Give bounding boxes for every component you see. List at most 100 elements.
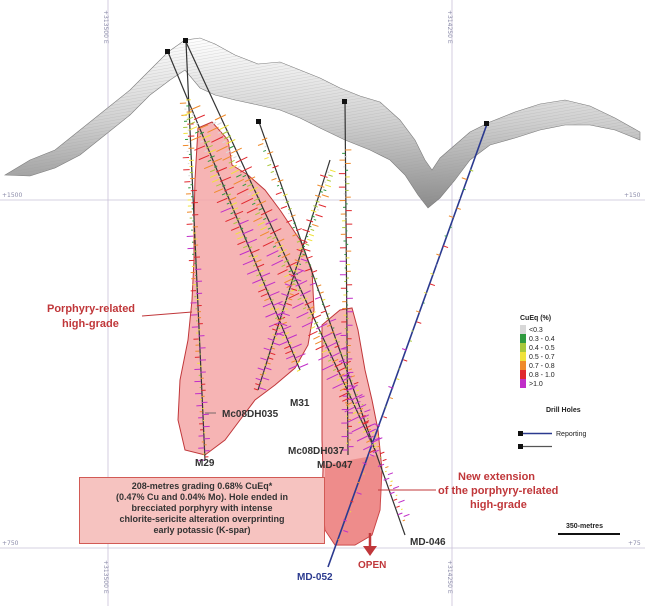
assay-tick bbox=[334, 362, 343, 368]
assay-tick bbox=[302, 253, 305, 256]
legend: CuEq (%) <0.3 0.3 - 0.4 0.4 - 0.5 0.5 - 0.7… bbox=[518, 315, 586, 449]
legend-color-bar bbox=[520, 325, 526, 388]
assay-tick bbox=[436, 253, 441, 256]
assay-tick bbox=[262, 240, 274, 247]
assay-tick bbox=[267, 227, 272, 230]
assay-tick bbox=[236, 174, 242, 178]
assay-tick bbox=[351, 425, 364, 433]
assay-tick bbox=[351, 375, 355, 378]
assay-tick bbox=[261, 377, 270, 381]
assay-tick bbox=[252, 264, 256, 267]
collar-md047 bbox=[342, 99, 347, 104]
assay-tick bbox=[302, 307, 307, 310]
assay-tick bbox=[219, 124, 229, 130]
assay-tick bbox=[449, 226, 452, 228]
assay-tick bbox=[292, 351, 296, 354]
assay-tick bbox=[372, 449, 379, 453]
assay-tick bbox=[281, 253, 291, 259]
assay-tick bbox=[463, 188, 466, 191]
assay-tick bbox=[263, 372, 267, 374]
assay-tick bbox=[293, 279, 297, 282]
assay-tick bbox=[209, 169, 216, 173]
assay-tick bbox=[371, 437, 383, 444]
assay-tick bbox=[371, 444, 374, 446]
assay-ticks bbox=[179, 99, 474, 541]
assay-tick bbox=[264, 156, 269, 160]
hole-label-m31: M31 bbox=[290, 398, 310, 409]
assay-tick bbox=[207, 149, 217, 154]
assay-tick bbox=[287, 298, 293, 301]
assay-tick bbox=[306, 235, 309, 238]
assay-tick bbox=[363, 444, 373, 451]
assay-tick bbox=[349, 387, 356, 391]
assay-tick bbox=[242, 174, 247, 178]
assay-tick bbox=[332, 383, 343, 389]
legend-swatch bbox=[520, 379, 526, 388]
assay-tick bbox=[307, 316, 311, 319]
assay-tick bbox=[251, 191, 260, 197]
assay-tick bbox=[358, 395, 365, 399]
assay-tick bbox=[230, 226, 240, 231]
assay-tick bbox=[320, 310, 327, 314]
assay-tick bbox=[252, 255, 259, 259]
assay-tick bbox=[369, 423, 376, 427]
assay-tick bbox=[270, 344, 273, 346]
assay-tick bbox=[292, 283, 296, 286]
upper-zone-leader bbox=[141, 311, 193, 317]
assay-tick bbox=[313, 205, 319, 208]
assay-tick bbox=[321, 364, 334, 371]
assay-tick bbox=[288, 207, 292, 211]
assay-tick bbox=[290, 214, 296, 218]
legend-previous-marker bbox=[518, 444, 523, 449]
assay-tick bbox=[302, 245, 306, 248]
assay-tick bbox=[359, 407, 364, 411]
assay-tick bbox=[207, 126, 219, 133]
assay-tick bbox=[317, 184, 325, 188]
assay-tick bbox=[217, 122, 222, 126]
assay-tick bbox=[258, 207, 263, 211]
assay-tick bbox=[267, 151, 274, 155]
assay-tick bbox=[302, 228, 310, 233]
assay-tick bbox=[195, 122, 199, 125]
assay-tick bbox=[309, 311, 316, 316]
assay-tick bbox=[259, 373, 264, 376]
assay-tick bbox=[268, 357, 274, 360]
assay-tick bbox=[182, 111, 192, 117]
assay-tick bbox=[322, 341, 327, 344]
assay-tick bbox=[266, 235, 272, 239]
assay-tick bbox=[316, 289, 319, 291]
assay-tick bbox=[423, 291, 427, 294]
assay-tick bbox=[298, 236, 301, 239]
assay-tick bbox=[310, 228, 315, 231]
assay-tick bbox=[235, 156, 248, 164]
assay-tick bbox=[252, 278, 262, 284]
grid-label-easting-right-bottom: +314250 E bbox=[446, 560, 453, 594]
assay-tick bbox=[303, 248, 311, 252]
assay-tick bbox=[276, 319, 281, 322]
assay-tick bbox=[286, 261, 297, 268]
assay-tick bbox=[269, 159, 272, 162]
callout-line5: early potassic (K-spar) bbox=[153, 525, 251, 535]
assay-tick bbox=[390, 480, 393, 483]
legend-label: >1.0 bbox=[529, 381, 543, 388]
legend-label: 0.7 - 0.8 bbox=[529, 363, 555, 370]
assay-tick bbox=[373, 445, 378, 449]
assay-tick bbox=[267, 337, 275, 342]
assay-tick bbox=[220, 207, 232, 213]
assay-tick bbox=[233, 178, 244, 185]
assay-tick bbox=[236, 217, 241, 221]
scale-bar-label: 350-metres bbox=[566, 523, 603, 530]
assay-tick bbox=[224, 186, 235, 192]
assay-tick bbox=[272, 165, 279, 169]
assay-tick bbox=[284, 345, 291, 349]
assay-tick bbox=[335, 332, 342, 336]
porphyry-high-grade-zone-upper bbox=[177, 121, 315, 456]
assay-tick bbox=[249, 186, 258, 192]
assay-tick bbox=[294, 278, 302, 282]
legend-swatch bbox=[520, 325, 526, 334]
assay-tick bbox=[260, 226, 268, 231]
assay-tick bbox=[242, 229, 254, 235]
assay-tick bbox=[384, 470, 387, 473]
assay-tick bbox=[309, 225, 312, 228]
